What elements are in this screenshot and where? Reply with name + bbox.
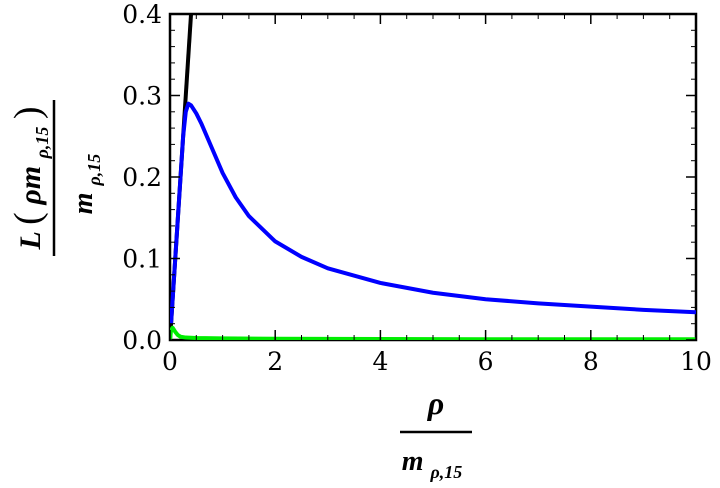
- x-tick-label: 4: [372, 347, 388, 376]
- svg-text:L ( ρm ρ,15: L ( ρm ρ,15 ): [7, 106, 55, 250]
- x-tick-label: 0: [162, 347, 178, 376]
- y-tick-label: 0.2: [122, 163, 162, 192]
- plot-series-group: [170, 14, 696, 340]
- x-label-denominator: m: [402, 446, 424, 477]
- y-tick-label: 0.0: [122, 326, 162, 355]
- y-label-inner: ρm: [14, 166, 47, 206]
- x-tick-label: 2: [267, 347, 283, 376]
- y-tick-label: 0.3: [122, 82, 162, 111]
- y-tick-label: 0.4: [122, 0, 162, 29]
- y-label-denominator-sub: ρ,15: [84, 154, 104, 187]
- x-tick-label: 6: [478, 347, 494, 376]
- svg-text:m ρ,15: m ρ,15: [402, 446, 463, 482]
- svg-text:m ρ,15: m ρ,15: [68, 154, 104, 215]
- y-tick-label: 0.1: [122, 245, 162, 274]
- y-label-inner-sub: ρ,15: [32, 127, 52, 160]
- x-tick-label: 8: [583, 347, 599, 376]
- y-axis-label: L ( ρm ρ,15 ) m ρ,15: [7, 100, 104, 256]
- tick-labels: 0 2 4 6 8 10 0.0 0.1 0.2 0.3 0.4: [122, 0, 712, 376]
- series-line-1: [170, 101, 696, 324]
- x-axis-label: ρ m ρ,15: [400, 385, 472, 482]
- x-label-denominator-sub: ρ,15: [430, 462, 463, 482]
- x-tick-label: 10: [680, 347, 712, 376]
- y-label-prefix: L: [14, 232, 47, 250]
- series-line-2: [170, 325, 696, 340]
- tick-marks: [169, 13, 697, 341]
- x-label-numerator: ρ: [427, 385, 444, 421]
- y-label-denominator: m: [68, 193, 99, 215]
